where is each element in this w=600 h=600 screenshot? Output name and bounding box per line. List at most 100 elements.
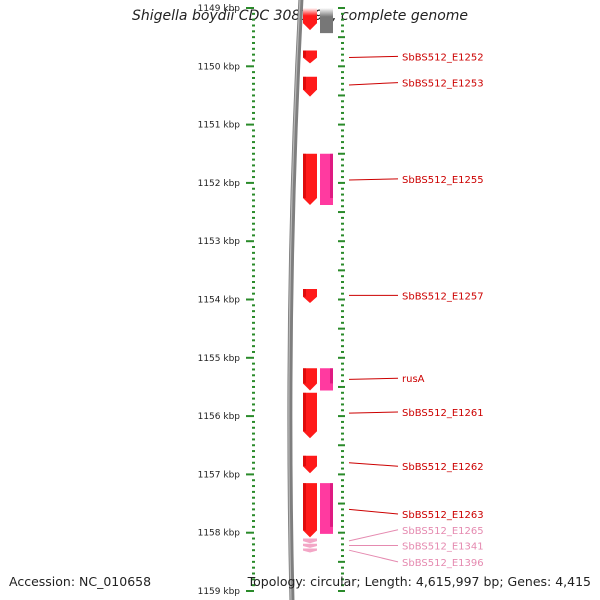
major-tick bbox=[246, 181, 254, 184]
leader-line bbox=[348, 508, 399, 515]
minor-tick bbox=[341, 222, 344, 225]
minor-tick bbox=[341, 117, 344, 120]
minor-tick bbox=[341, 53, 344, 56]
major-tick bbox=[338, 560, 345, 563]
feature-13 bbox=[320, 483, 333, 534]
minor-tick bbox=[341, 432, 344, 435]
minor-tick bbox=[252, 304, 255, 307]
minor-tick bbox=[252, 281, 255, 284]
minor-tick bbox=[341, 584, 344, 587]
minor-tick bbox=[341, 315, 344, 318]
left-tick-ruler: 1149 kbp 1150 kbp 1151 kbp 1152 kbp 1153 kbp… bbox=[198, 4, 255, 597]
minor-tick bbox=[252, 310, 255, 313]
minor-tick bbox=[341, 59, 344, 62]
minor-tick bbox=[252, 426, 255, 429]
minor-tick bbox=[341, 199, 344, 202]
feature-16 bbox=[303, 548, 317, 553]
feature-7 bbox=[303, 289, 317, 303]
minor-tick bbox=[252, 461, 255, 464]
minor-tick bbox=[252, 228, 255, 231]
major-tick bbox=[338, 502, 345, 505]
minor-tick bbox=[252, 53, 255, 56]
minor-tick bbox=[252, 129, 255, 132]
minor-tick bbox=[252, 12, 255, 15]
feature-7-shade bbox=[303, 289, 306, 297]
minor-tick bbox=[341, 106, 344, 109]
major-tick bbox=[338, 65, 345, 68]
major-tick bbox=[338, 356, 345, 359]
major-tick bbox=[246, 415, 254, 418]
minor-tick bbox=[252, 362, 255, 365]
minor-tick bbox=[252, 36, 255, 39]
minor-tick bbox=[341, 251, 344, 254]
minor-tick bbox=[252, 438, 255, 441]
minor-tick bbox=[341, 310, 344, 313]
feature-4 bbox=[303, 76, 317, 97]
minor-tick bbox=[252, 572, 255, 575]
minor-tick bbox=[252, 380, 255, 383]
minor-tick bbox=[341, 164, 344, 167]
minor-tick bbox=[252, 467, 255, 470]
minor-tick bbox=[341, 455, 344, 458]
gene-label: SbBS512_E1263 bbox=[402, 510, 484, 521]
minor-tick bbox=[252, 345, 255, 348]
feature-13-shade bbox=[330, 483, 333, 527]
minor-tick bbox=[252, 199, 255, 202]
minor-tick bbox=[341, 228, 344, 231]
major-tick bbox=[246, 531, 254, 534]
minor-tick bbox=[252, 543, 255, 546]
major-tick bbox=[246, 473, 254, 476]
leader-line bbox=[348, 55, 399, 59]
leader-line bbox=[348, 549, 399, 563]
feature-11 bbox=[303, 455, 317, 474]
minor-tick bbox=[252, 315, 255, 318]
feature-10-shade bbox=[303, 392, 306, 432]
minor-tick bbox=[252, 444, 255, 447]
minor-tick bbox=[252, 514, 255, 517]
minor-tick bbox=[341, 47, 344, 50]
minor-tick bbox=[341, 409, 344, 412]
major-tick bbox=[246, 123, 254, 126]
minor-tick bbox=[341, 12, 344, 15]
minor-tick bbox=[252, 117, 255, 120]
minor-tick bbox=[341, 537, 344, 540]
minor-tick bbox=[341, 566, 344, 569]
minor-tick bbox=[341, 263, 344, 266]
tick-label: 1149 kbp bbox=[198, 4, 241, 14]
minor-tick bbox=[252, 59, 255, 62]
minor-tick bbox=[252, 158, 255, 161]
gene-label: SbBS512_E1265 bbox=[402, 526, 484, 537]
tick-label: 1153 kbp bbox=[198, 237, 241, 247]
minor-tick bbox=[341, 543, 344, 546]
gene-label: rusA bbox=[402, 374, 425, 385]
minor-tick bbox=[252, 555, 255, 558]
major-tick bbox=[338, 36, 345, 39]
minor-tick bbox=[341, 71, 344, 74]
tick-label: 1159 kbp bbox=[198, 587, 241, 597]
minor-tick bbox=[252, 71, 255, 74]
minor-tick bbox=[252, 385, 255, 388]
minor-tick bbox=[252, 176, 255, 179]
minor-tick bbox=[341, 187, 344, 190]
minor-tick bbox=[341, 368, 344, 371]
gene-label: SbBS512_E1253 bbox=[402, 79, 484, 90]
minor-tick bbox=[341, 438, 344, 441]
minor-tick bbox=[252, 455, 255, 458]
feature-labels: SbBS512_E1252 SbBS512_E1253 SbBS512_E1255 S… bbox=[348, 52, 484, 569]
major-tick bbox=[246, 65, 254, 68]
minor-tick bbox=[341, 141, 344, 144]
minor-tick bbox=[252, 246, 255, 249]
minor-tick bbox=[252, 292, 255, 295]
minor-tick bbox=[341, 578, 344, 581]
minor-tick bbox=[341, 380, 344, 383]
minor-tick bbox=[252, 18, 255, 21]
minor-tick bbox=[252, 450, 255, 453]
right-tick-ruler bbox=[338, 7, 345, 592]
minor-tick bbox=[341, 18, 344, 21]
minor-tick bbox=[252, 76, 255, 79]
feature-14 bbox=[303, 538, 317, 544]
minor-tick bbox=[341, 397, 344, 400]
feature-3 bbox=[303, 50, 317, 64]
gene-label: SbBS512_E1341 bbox=[402, 542, 484, 553]
